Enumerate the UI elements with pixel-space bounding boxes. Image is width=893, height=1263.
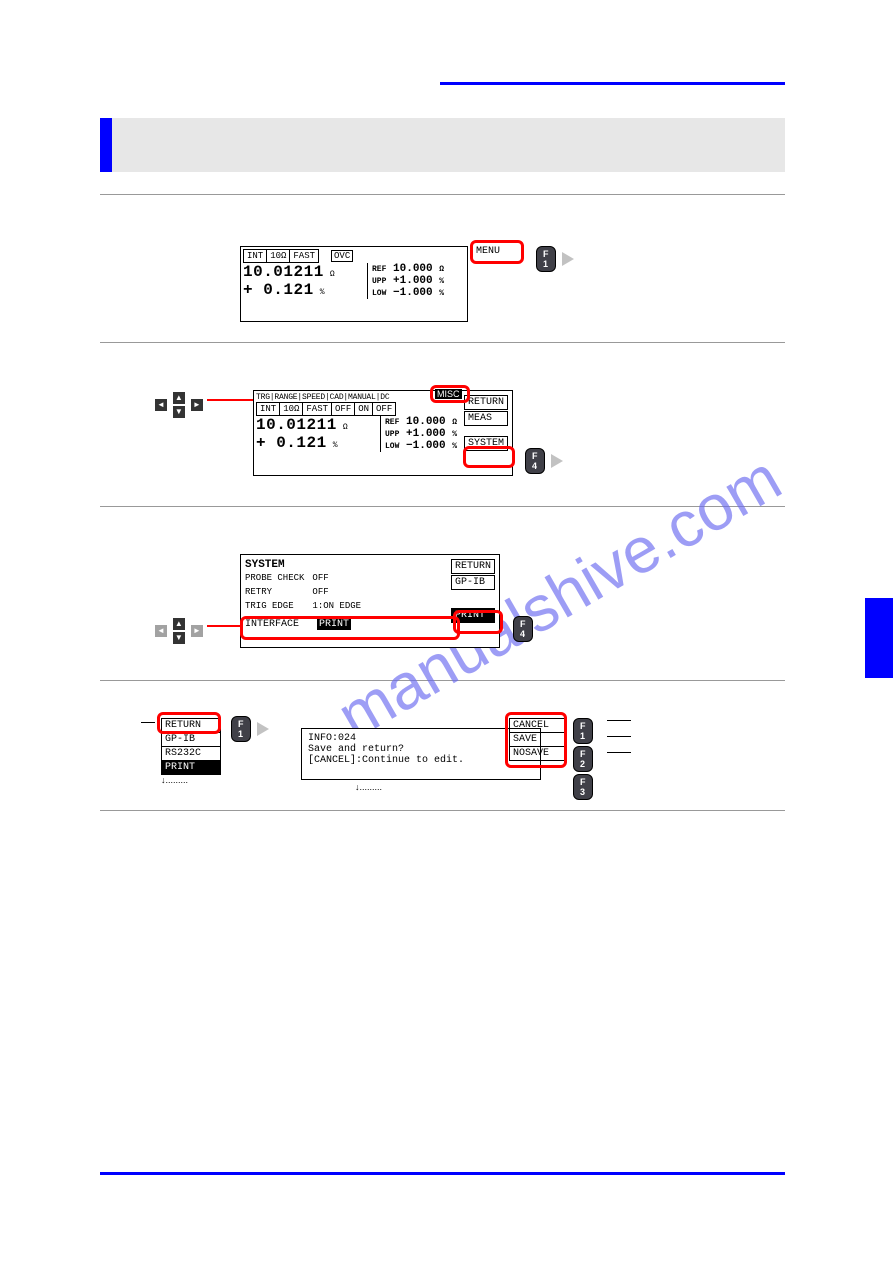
section-header-bar [100,118,785,172]
lcd-screen-1: INT 10Ω FAST OVC 10.01211 Ω + 0.121 % RE… [240,246,468,322]
f3-key[interactable]: F 3 [573,774,593,800]
nav-left-icon: ◄ [155,625,167,637]
nav-up-icon[interactable]: ▲ [173,392,185,404]
gpib-button[interactable]: GP-IB [161,733,221,747]
lead-line [141,722,155,723]
main-reading: 10.01211 [243,263,324,281]
info-hint: [CANCEL]:Continue to edit. [308,755,534,766]
f4-key[interactable]: F 4 [525,448,545,474]
lead-line [607,736,631,737]
section-header-stripe [100,118,112,172]
lead-line [607,752,631,753]
f1-key[interactable]: F 1 [231,716,251,742]
step-1: INT 10Ω FAST OVC 10.01211 Ω + 0.121 % RE… [240,246,468,322]
print-button[interactable]: PRINT [161,761,221,775]
f2-key[interactable]: F 2 [573,746,593,772]
separator [100,194,785,195]
scroll-indicator-icon: ↓......... [161,775,221,785]
f1-key[interactable]: F 1 [536,246,556,272]
info-message: Save and return? [308,744,534,755]
meas-button[interactable]: MEAS [464,411,508,426]
header-rule [440,82,785,85]
right-arrow-icon [562,252,574,266]
main-reading: 10.01211 [256,416,337,434]
connector-line [207,625,240,627]
connector-line [207,399,253,401]
menu-button[interactable]: MENU [476,246,500,257]
scroll-indicator-icon: ↓......... [355,782,382,792]
f4-key[interactable]: F 4 [513,616,533,642]
highlight-return-button [157,712,221,734]
highlight-interface-row [240,616,460,640]
nav-up-icon[interactable]: ▲ [173,618,185,630]
separator [100,342,785,343]
gpib-button[interactable]: GP-IB [451,575,495,590]
return-button[interactable]: RETURN [451,559,495,574]
delta-reading: + 0.121 [243,281,314,299]
misc-tab-selected: MISC [435,389,462,399]
nav-right-icon[interactable]: ► [191,399,203,411]
highlight-save-options [505,712,567,768]
lead-line [607,720,631,721]
status-header: INT 10Ω FAST OFF ON OFF [256,402,396,416]
highlight-system-button [463,446,515,468]
nav-down-icon[interactable]: ▼ [173,406,185,418]
footer-rule [100,1172,785,1175]
system-settings: PROBE CHECKOFF RETRYOFF TRIG EDGE1:ON ED… [245,571,369,613]
separator [100,810,785,811]
return-button[interactable]: RETURN [464,395,508,410]
separator [100,680,785,681]
nav-left-icon[interactable]: ◄ [155,399,167,411]
status-header: INT 10Ω FAST [243,249,319,263]
screen-title: SYSTEM [245,559,445,571]
delta-reading: + 0.121 [256,434,327,452]
highlight-print-button [453,610,503,634]
f1-key[interactable]: F 1 [573,718,593,744]
ovc-indicator: OVC [331,250,353,262]
right-arrow-icon [551,454,563,468]
right-arrow-icon [257,722,269,736]
nav-right-icon: ► [191,625,203,637]
nav-down-icon[interactable]: ▼ [173,632,185,644]
info-title: INFO:024 [308,733,534,744]
rs232c-button[interactable]: RS232C [161,747,221,761]
separator [100,506,785,507]
chapter-side-tab [865,598,893,678]
